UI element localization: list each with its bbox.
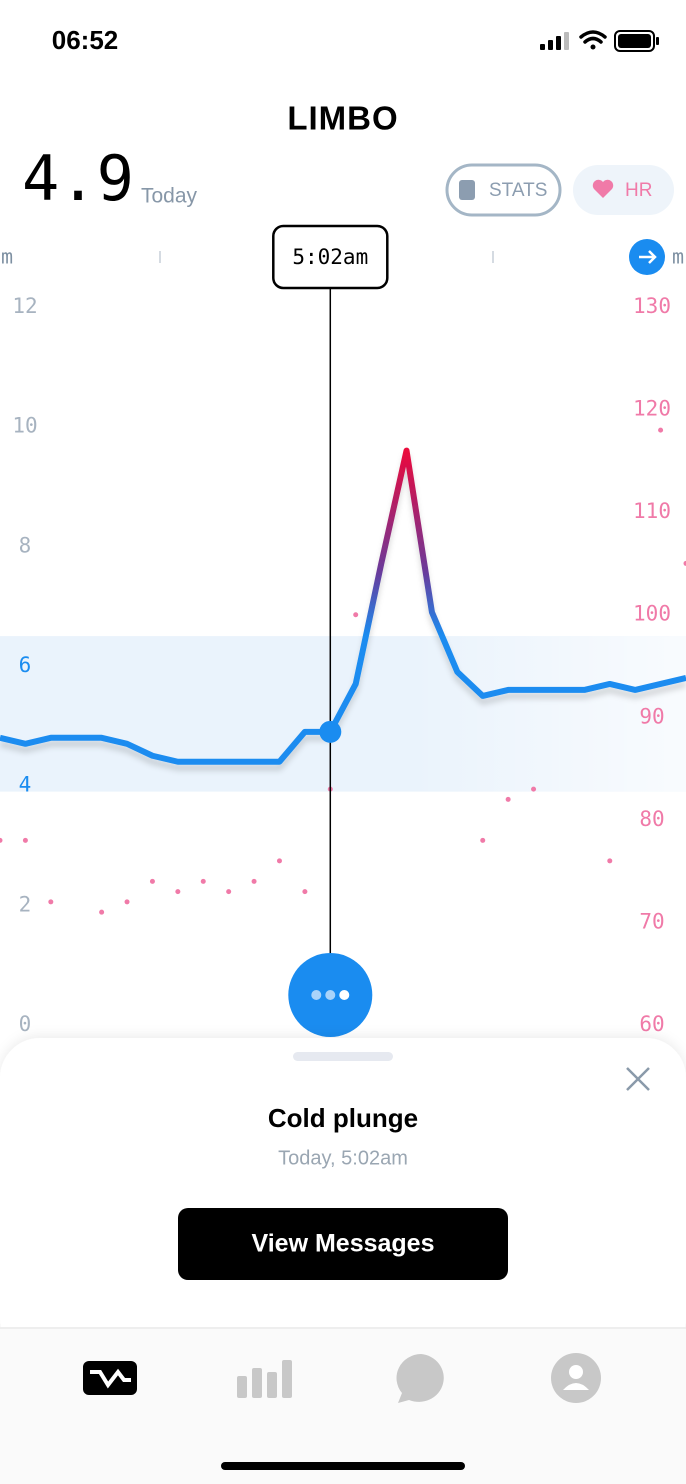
- hr-dot: [48, 899, 54, 905]
- sheet-bg: [0, 1038, 686, 1358]
- cursor-label: 5:02am: [292, 245, 368, 269]
- y-tick-label: 4: [19, 773, 32, 797]
- chart: m m 0 2 4 6 8 10 12 60 70 80 90 100 110 120 130 5:02am: [0, 224, 686, 1037]
- y-tick-label: 12: [12, 294, 37, 318]
- sheet-handle[interactable]: [293, 1052, 393, 1061]
- tab-glucose[interactable]: [83, 1361, 137, 1395]
- y2-tick-label: 110: [633, 499, 671, 523]
- hr-button-bg[interactable]: [573, 165, 674, 215]
- hr-dot: [353, 612, 359, 618]
- stats-label[interactable]: STATS: [489, 180, 547, 201]
- arrow-icon: [639, 250, 657, 264]
- tab-bar-bg: [0, 1328, 686, 1484]
- hr-dot: [200, 878, 206, 884]
- close-button[interactable]: [626, 1067, 650, 1091]
- sheet-title: Cold plunge: [268, 1103, 418, 1133]
- y2-tick-label: 130: [633, 294, 671, 318]
- y-tick-label: 6: [19, 653, 32, 677]
- stats-button[interactable]: STATS: [445, 163, 562, 217]
- y-tick-label: 8: [19, 533, 32, 557]
- bottom-sheet: Cold plunge Today, 5:02am View Messages: [0, 1038, 686, 1358]
- hr-button[interactable]: HR: [573, 165, 674, 215]
- signal-icon: [540, 32, 569, 50]
- y-tick-label: 0: [19, 1012, 32, 1036]
- y2-tick-label: 80: [639, 807, 664, 831]
- hr-dot: [683, 560, 686, 566]
- tab-profile[interactable]: [551, 1353, 601, 1403]
- brand-logo: LIMBO: [287, 100, 398, 137]
- current-value: 4.9: [22, 142, 134, 215]
- status-time: 06:52: [52, 25, 119, 55]
- hr-dot: [226, 889, 232, 895]
- hr-dot: [505, 796, 511, 802]
- cursor-point: [319, 720, 342, 743]
- glucose-line: [0, 447, 686, 765]
- y2-tick-label: 90: [639, 704, 664, 728]
- more-dot: [311, 990, 322, 1000]
- hr-label[interactable]: HR: [625, 180, 652, 201]
- hr-dot: [607, 858, 613, 864]
- more-dot: [325, 990, 336, 1000]
- y2-tick-label: 70: [639, 909, 664, 933]
- view-messages-button[interactable]: [178, 1208, 508, 1280]
- hr-dot: [251, 878, 257, 884]
- hr-dot: [124, 899, 130, 905]
- hr-dot: [175, 889, 181, 895]
- tab-bar: [0, 1327, 686, 1484]
- view-messages-label[interactable]: View Messages: [252, 1230, 435, 1258]
- y-tick-label: 2: [19, 892, 32, 916]
- sheet-subtitle: Today, 5:02am: [278, 1147, 408, 1169]
- y-tick-label: 10: [12, 414, 37, 438]
- wifi-icon: [579, 30, 607, 50]
- x-edge-label: m: [672, 245, 684, 269]
- battery-icon: [614, 30, 659, 52]
- y2-tick-label: 60: [639, 1012, 664, 1036]
- hr-dot: [302, 889, 308, 895]
- hr-dot: [658, 427, 664, 433]
- stats-button-bg[interactable]: [445, 163, 562, 217]
- stats-icon: [459, 180, 475, 200]
- hr-dot: [0, 837, 3, 843]
- y2-tick-label: 100: [633, 602, 671, 626]
- more-dot: [339, 990, 350, 1000]
- cursor-label-bg: [272, 224, 389, 290]
- hr-dot: [276, 858, 282, 864]
- hr-dot: [149, 878, 155, 884]
- hr-dot: [480, 837, 486, 843]
- current-label: Today: [141, 185, 198, 208]
- hr-dot: [531, 786, 537, 792]
- tab-stats[interactable]: [237, 1360, 292, 1398]
- x-edge-label: m: [1, 245, 13, 269]
- y2-tick-label: 120: [633, 397, 671, 421]
- hr-dot: [22, 837, 28, 843]
- hr-dot: [99, 909, 105, 915]
- heart-icon: [592, 179, 614, 198]
- tab-messages[interactable]: [396, 1354, 444, 1403]
- home-indicator: [221, 1462, 465, 1470]
